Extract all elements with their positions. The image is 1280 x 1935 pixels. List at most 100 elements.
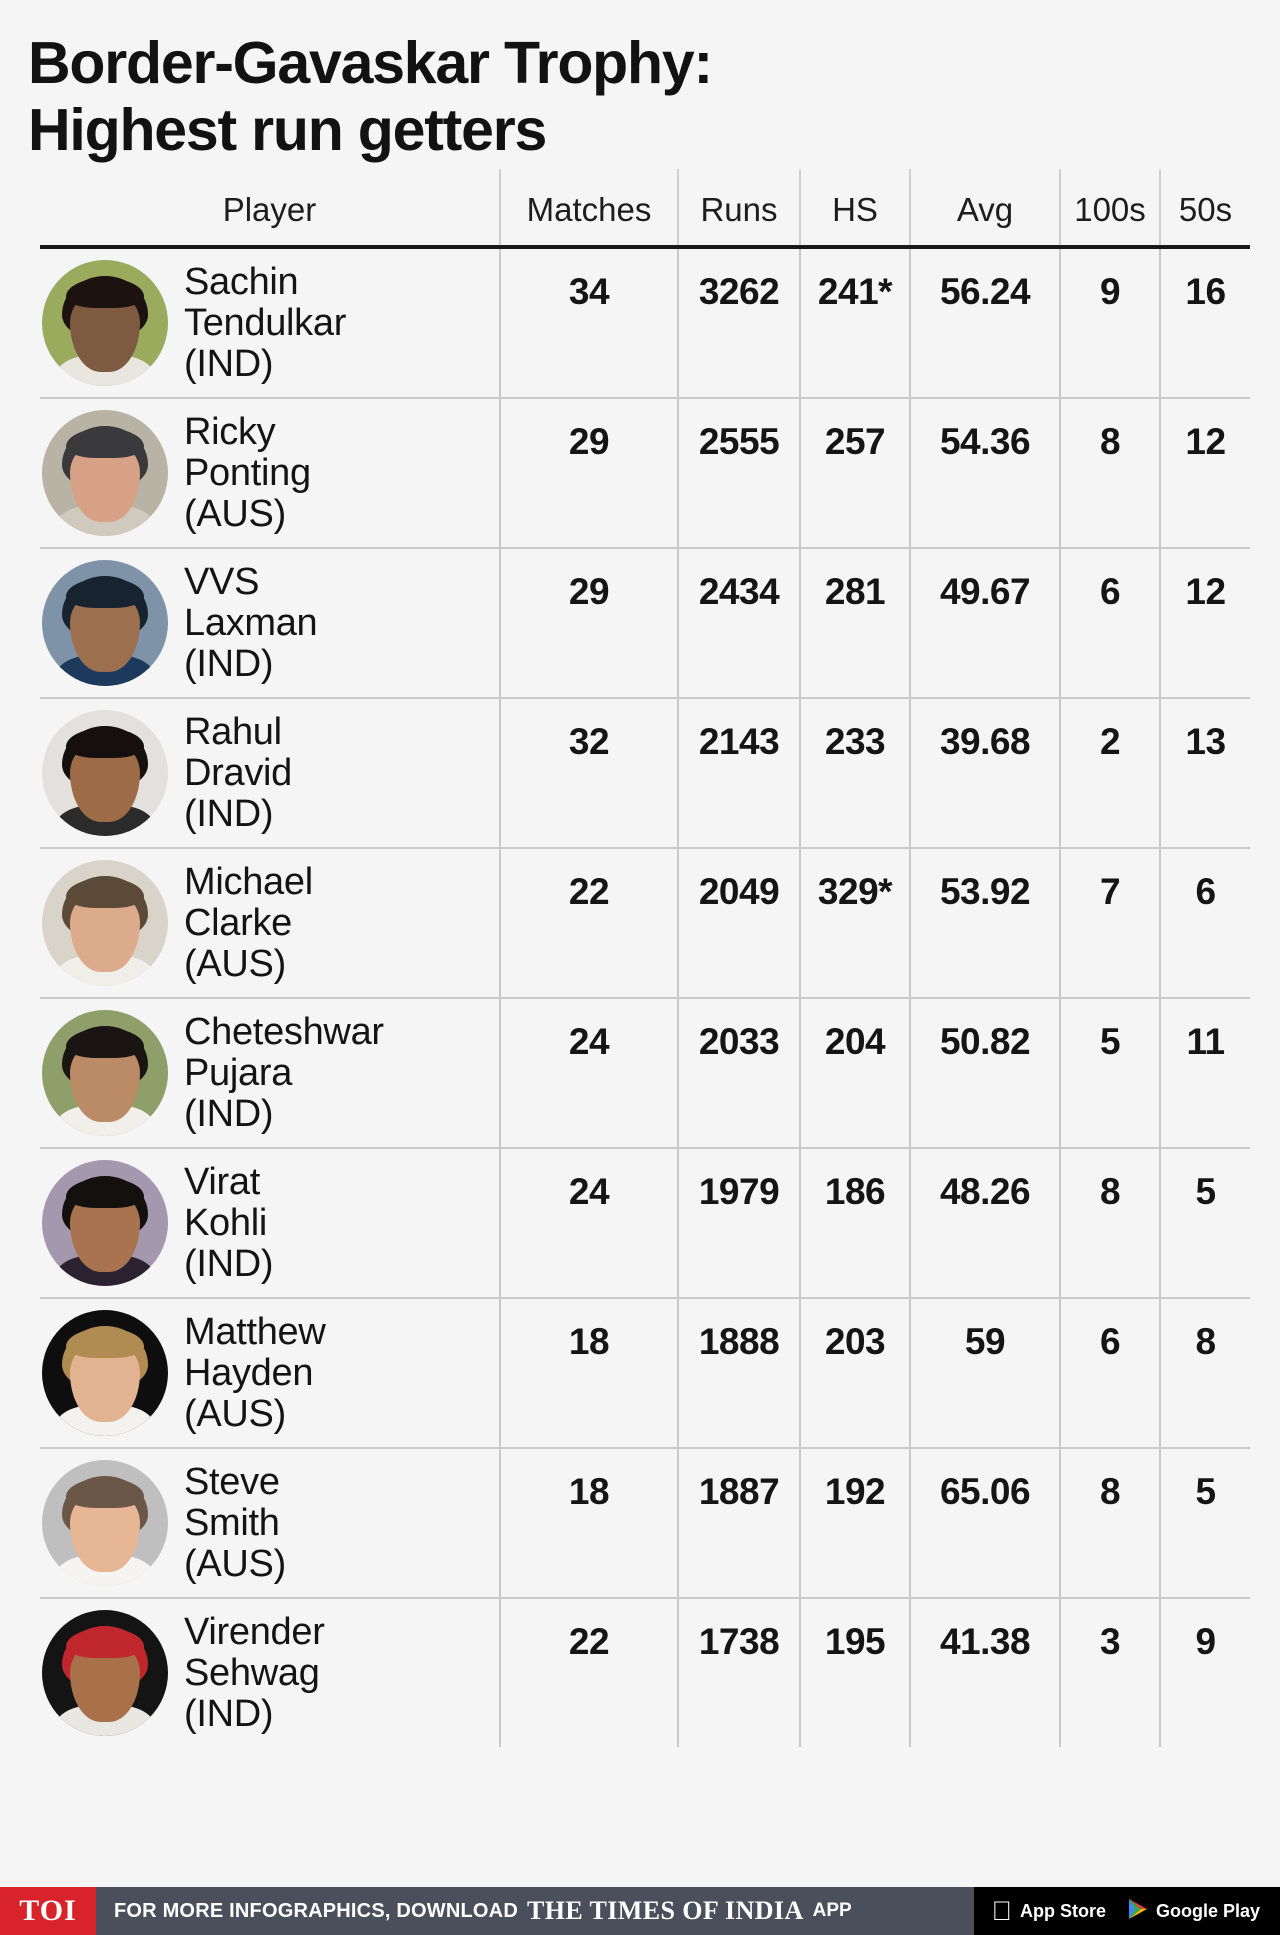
cell-matches: 32 bbox=[499, 698, 678, 850]
player-avatar bbox=[42, 260, 168, 387]
cell-100s: 3 bbox=[1059, 1598, 1160, 1748]
cell-runs: 1888 bbox=[677, 1298, 800, 1450]
player-name: Rahul Dravid (IND) bbox=[184, 711, 293, 835]
cell-100s: 8 bbox=[1059, 1148, 1160, 1300]
promo-text-app: APP bbox=[812, 1900, 852, 1921]
cell-100s: 2 bbox=[1059, 698, 1160, 850]
cell-avg: 50.82 bbox=[909, 998, 1060, 1150]
table-header: Player Matches Runs HS Avg 100s 50s bbox=[40, 169, 1250, 248]
player-name: VVS Laxman (IND) bbox=[184, 561, 318, 685]
player-avatar bbox=[42, 1160, 168, 1287]
cell-hs: 204 bbox=[799, 998, 910, 1150]
player-avatar bbox=[42, 1010, 168, 1137]
player-name: Cheteshwar Pujara (IND) bbox=[184, 1011, 384, 1135]
promo-text-serif: THE TIMES OF INDIA bbox=[526, 1896, 804, 1925]
cell-hs: 195 bbox=[799, 1598, 910, 1748]
player-cell: Steve Smith (AUS) bbox=[40, 1448, 500, 1600]
cell-avg: 49.67 bbox=[909, 548, 1060, 700]
player-cell: Sachin Tendulkar (IND) bbox=[40, 247, 500, 400]
cell-hs: 241* bbox=[799, 247, 910, 400]
cell-avg: 53.92 bbox=[909, 848, 1060, 1000]
stats-table: Player Matches Runs HS Avg 100s 50s Sach… bbox=[40, 169, 1250, 1748]
player-name: Matthew Hayden (AUS) bbox=[184, 1311, 326, 1435]
column-header-100s: 100s bbox=[1059, 169, 1160, 248]
player-name: Michael Clarke (AUS) bbox=[184, 861, 313, 985]
cell-50s: 13 bbox=[1159, 698, 1250, 850]
cell-100s: 6 bbox=[1059, 1298, 1160, 1450]
store-badges:  App Store Google Play bbox=[973, 1887, 1280, 1935]
player-avatar bbox=[42, 1460, 168, 1587]
cell-runs: 1887 bbox=[677, 1448, 800, 1600]
cell-runs: 1979 bbox=[677, 1148, 800, 1300]
header-row: Player Matches Runs HS Avg 100s 50s bbox=[40, 169, 1250, 248]
column-header-matches: Matches bbox=[499, 169, 678, 248]
cell-runs: 2555 bbox=[677, 398, 800, 550]
player-cell: Rahul Dravid (IND) bbox=[40, 698, 500, 850]
player-avatar bbox=[42, 1310, 168, 1437]
table-row: Steve Smith (AUS) 18 1887 192 65.06 8 5 bbox=[40, 1448, 1250, 1600]
footer-bar: TOI FOR MORE INFOGRAPHICS, DOWNLOAD THE … bbox=[0, 1887, 1280, 1935]
cell-matches: 34 bbox=[499, 247, 678, 400]
cell-hs: 329* bbox=[799, 848, 910, 1000]
cell-hs: 186 bbox=[799, 1148, 910, 1300]
cell-50s: 6 bbox=[1159, 848, 1250, 1000]
table-row: Rahul Dravid (IND) 32 2143 233 39.68 2 13 bbox=[40, 698, 1250, 850]
cell-50s: 5 bbox=[1159, 1448, 1250, 1600]
cell-matches: 24 bbox=[499, 1148, 678, 1300]
cell-50s: 5 bbox=[1159, 1148, 1250, 1300]
promo-text-sans: FOR MORE INFOGRAPHICS, DOWNLOAD bbox=[114, 1899, 518, 1922]
cell-avg: 65.06 bbox=[909, 1448, 1060, 1600]
cell-100s: 5 bbox=[1059, 998, 1160, 1150]
cell-runs: 2434 bbox=[677, 548, 800, 700]
table-row: VVS Laxman (IND) 29 2434 281 49.67 6 12 bbox=[40, 548, 1250, 700]
player-cell: Matthew Hayden (AUS) bbox=[40, 1298, 500, 1450]
player-cell: Ricky Ponting (AUS) bbox=[40, 398, 500, 550]
column-header-hs: HS bbox=[799, 169, 910, 248]
cell-100s: 7 bbox=[1059, 848, 1160, 1000]
column-header-player: Player bbox=[222, 191, 317, 229]
cell-avg: 39.68 bbox=[909, 698, 1060, 850]
player-cell: VVS Laxman (IND) bbox=[40, 548, 500, 700]
table-row: Ricky Ponting (AUS) 29 2555 257 54.36 8 12 bbox=[40, 398, 1250, 550]
toi-logo: TOI bbox=[0, 1887, 96, 1935]
cell-matches: 18 bbox=[499, 1298, 678, 1450]
title-line-1: Border-Gavaskar Trophy: bbox=[28, 30, 713, 96]
cell-hs: 233 bbox=[799, 698, 910, 850]
cell-hs: 281 bbox=[799, 548, 910, 700]
app-store-badge[interactable]:  App Store bbox=[992, 1897, 1106, 1925]
player-avatar bbox=[42, 410, 168, 537]
player-avatar bbox=[42, 710, 168, 837]
cell-hs: 257 bbox=[799, 398, 910, 550]
cell-100s: 8 bbox=[1059, 398, 1160, 550]
cell-50s: 12 bbox=[1159, 398, 1250, 550]
table-row: Virender Sehwag (IND) 22 1738 195 41.38 3 9 bbox=[40, 1598, 1250, 1748]
google-play-badge[interactable]: Google Play bbox=[1128, 1898, 1260, 1925]
cell-avg: 48.26 bbox=[909, 1148, 1060, 1300]
cell-matches: 22 bbox=[499, 1598, 678, 1748]
cell-avg: 54.36 bbox=[909, 398, 1060, 550]
table-row: Matthew Hayden (AUS) 18 1888 203 59 6 8 bbox=[40, 1298, 1250, 1450]
cell-hs: 203 bbox=[799, 1298, 910, 1450]
player-avatar bbox=[42, 1610, 168, 1737]
app-store-label: App Store bbox=[1019, 1900, 1106, 1921]
footer-promo: FOR MORE INFOGRAPHICS, DOWNLOAD THE TIME… bbox=[96, 1887, 974, 1935]
player-name: Ricky Ponting (AUS) bbox=[184, 411, 311, 535]
column-header-50s: 50s bbox=[1159, 169, 1250, 248]
table-row: Sachin Tendulkar (IND) 34 3262 241* 56.24 9 16 bbox=[40, 247, 1250, 400]
page-title: Border-Gavaskar Trophy: Highest run gett… bbox=[0, 0, 1280, 169]
player-cell: Michael Clarke (AUS) bbox=[40, 848, 500, 1000]
stats-table-wrapper: Player Matches Runs HS Avg 100s 50s Sach… bbox=[0, 169, 1280, 1887]
cell-50s: 16 bbox=[1159, 247, 1250, 400]
cell-100s: 9 bbox=[1059, 247, 1160, 400]
player-avatar bbox=[42, 860, 168, 987]
player-name: Sachin Tendulkar (IND) bbox=[184, 261, 347, 385]
cell-avg: 41.38 bbox=[909, 1598, 1060, 1748]
cell-runs: 2033 bbox=[677, 998, 800, 1150]
cell-matches: 18 bbox=[499, 1448, 678, 1600]
player-avatar bbox=[42, 560, 168, 687]
player-name: Virat Kohli (IND) bbox=[184, 1161, 274, 1285]
google-play-label: Google Play bbox=[1155, 1900, 1260, 1921]
apple-icon:  bbox=[992, 1897, 1012, 1925]
player-name: Virender Sehwag (IND) bbox=[184, 1611, 325, 1735]
